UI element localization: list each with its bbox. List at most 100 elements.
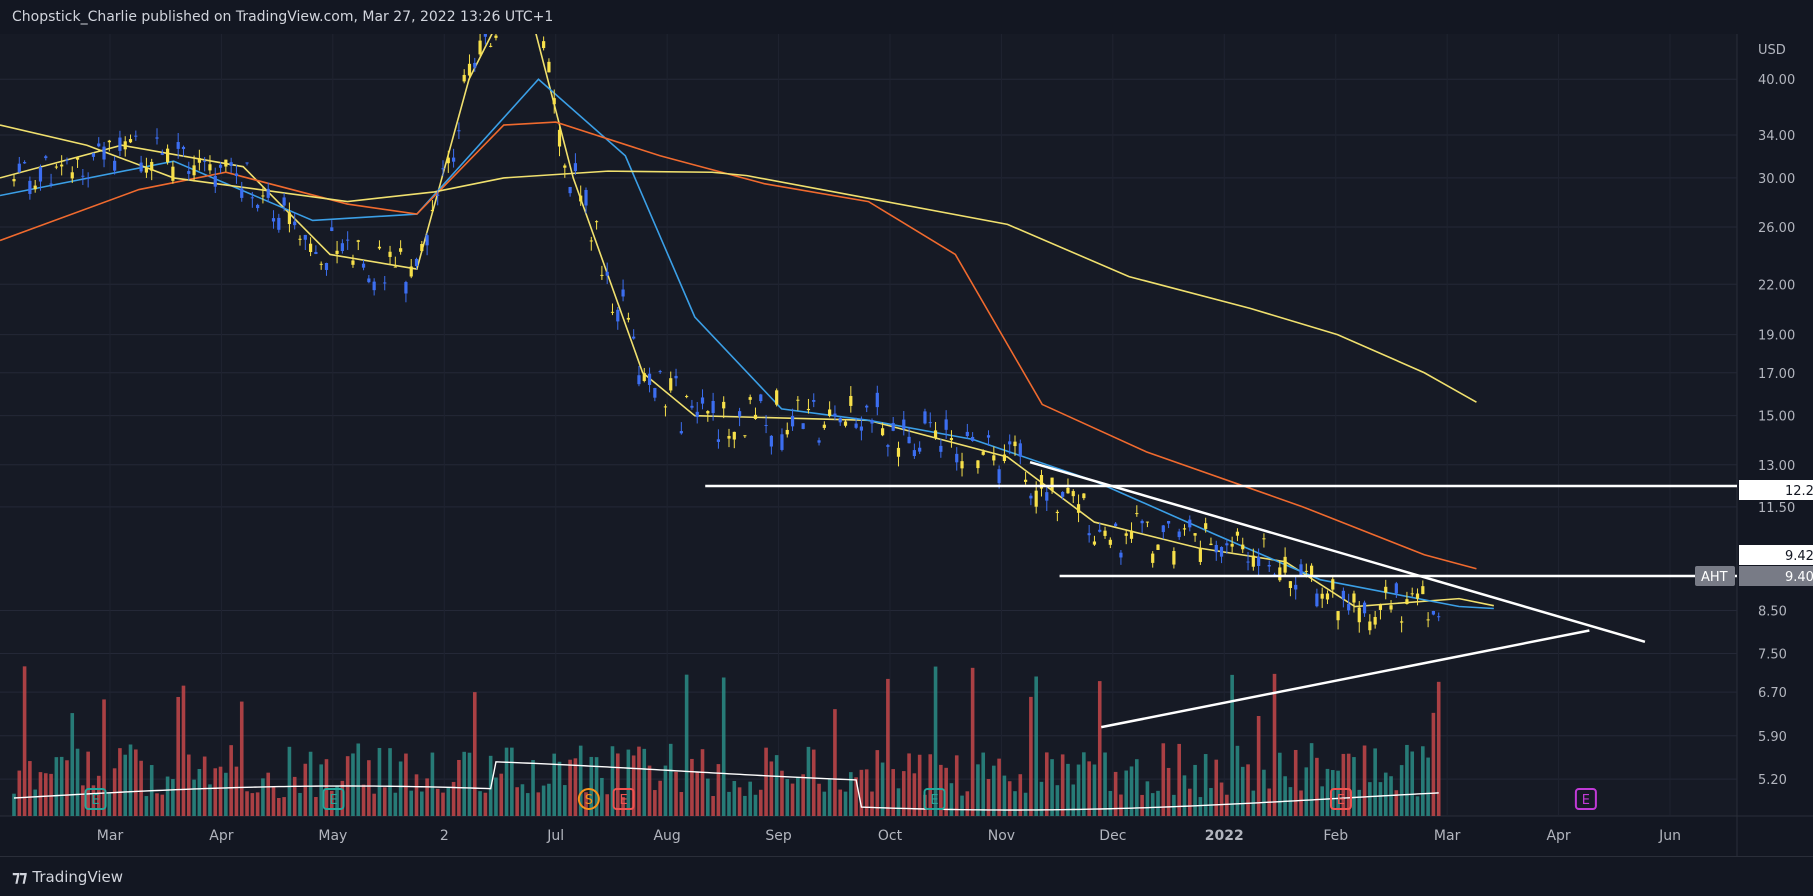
candle-body [351, 260, 355, 265]
volume-bar [695, 771, 700, 816]
candle-body [759, 394, 763, 402]
candle-body [737, 411, 742, 417]
volume-bar [1431, 712, 1436, 816]
candle-body [955, 453, 959, 463]
grid-lines [0, 34, 1737, 816]
candle-body [753, 414, 758, 419]
candle-body [685, 396, 689, 398]
volume-bar [86, 751, 90, 816]
volume-bar [901, 771, 906, 816]
candle-body [377, 246, 382, 249]
footer: ⁊⁊ TradingView [0, 856, 1813, 896]
candle-body [748, 397, 752, 400]
candle-body [1241, 544, 1245, 550]
earnings-marker[interactable]: E [1329, 788, 1352, 810]
plot-area[interactable] [0, 34, 1737, 816]
symbol-badge: AHT [1695, 566, 1735, 586]
volume-bar [441, 792, 445, 816]
candle-body [1278, 567, 1282, 581]
earnings-marker[interactable]: E [612, 788, 635, 810]
volume-bar [870, 791, 874, 816]
volume-bar [54, 757, 59, 816]
price-axis[interactable] [1737, 34, 1813, 856]
volume-bar [298, 792, 302, 816]
candle-body [1225, 543, 1229, 546]
volume-bar [827, 778, 832, 816]
candle-body [1309, 565, 1314, 576]
candle-body [843, 421, 848, 426]
volume-bar [790, 783, 795, 816]
volume-bar [552, 753, 557, 816]
candle-body [1251, 555, 1255, 567]
time-axis[interactable] [0, 816, 1737, 856]
candle-body [1262, 538, 1266, 540]
volume-bar [1129, 766, 1134, 816]
candle-body [1145, 521, 1150, 523]
time-tick-label: Mar [97, 828, 124, 844]
volume-bar [329, 790, 334, 816]
earnings-marker[interactable]: E [322, 788, 345, 810]
candle-body [912, 450, 916, 457]
volume-bar [774, 755, 779, 816]
candle-body [971, 436, 975, 441]
volume-bar [849, 772, 853, 816]
trendline[interactable] [1101, 629, 1590, 729]
candle-body [372, 281, 376, 291]
volume-bar [992, 765, 996, 816]
candle-body [552, 98, 556, 105]
earnings-marker[interactable]: E [923, 788, 946, 810]
tradingview-brand[interactable]: ⁊⁊ TradingView [12, 867, 123, 886]
volume-bar [1426, 757, 1430, 816]
candle-body [1294, 584, 1298, 590]
trendline[interactable] [1029, 460, 1646, 643]
candle-body [1235, 531, 1240, 536]
earnings-marker[interactable]: E [1574, 788, 1597, 810]
volume-bar [1405, 744, 1409, 816]
candle-body [1188, 519, 1192, 528]
volume-bar [917, 754, 922, 816]
candle-body [1214, 544, 1218, 553]
split-marker[interactable]: S [577, 788, 600, 810]
volume-bar [472, 692, 477, 816]
volume-bar [361, 784, 366, 816]
candle-body [1193, 533, 1197, 536]
volume-bar [462, 751, 466, 816]
volume-bar [91, 785, 96, 816]
volume-bar [102, 699, 106, 816]
volume-bar [351, 753, 355, 816]
volume-bar [1113, 771, 1118, 816]
candle-body [1039, 475, 1044, 489]
candle-body [674, 375, 678, 379]
candle-body [690, 405, 694, 408]
volume-bar [165, 776, 170, 816]
volume-bar [1383, 772, 1388, 816]
volume-bar [1156, 790, 1160, 816]
candle-body [600, 274, 604, 276]
candle-body [992, 455, 996, 461]
price-tick-label: 19.00 [1758, 329, 1795, 344]
candle-body [234, 173, 239, 177]
volume-bar [1071, 784, 1076, 816]
volume-bar [1309, 743, 1314, 816]
volume-bar [1135, 759, 1139, 816]
price-chart[interactable]: E E S E E E E 40.00 34.00 30.00 26.00 22.00 19.00 17… [0, 34, 1813, 856]
volume-bar [1076, 764, 1081, 816]
volume-bar [785, 779, 790, 816]
volume-bar [658, 780, 662, 816]
candle-body [579, 195, 583, 202]
trendlines[interactable] [705, 460, 1737, 729]
earnings-marker[interactable]: E [84, 788, 107, 810]
candle-body [568, 186, 572, 194]
candle-body [17, 163, 21, 173]
volume-bar [1373, 748, 1377, 816]
candle-body [1267, 564, 1271, 567]
candle-body [621, 289, 625, 297]
candle-body [409, 266, 413, 277]
volume-bar [1410, 751, 1415, 816]
candle-body [542, 41, 546, 49]
volume-bar [1092, 764, 1097, 816]
candle-body [1029, 495, 1033, 499]
volume-bar [12, 793, 16, 816]
svg-text:E: E [1582, 793, 1590, 808]
